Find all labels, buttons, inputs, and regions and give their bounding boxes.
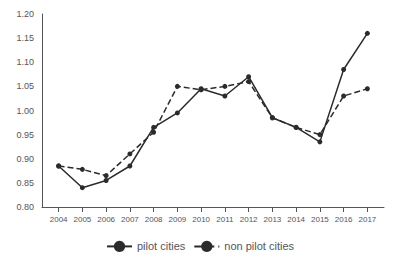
svg-text:1.20: 1.20	[16, 9, 34, 19]
svg-text:0.85: 0.85	[16, 178, 34, 188]
svg-text:1.05: 1.05	[16, 81, 34, 91]
svg-text:2013: 2013	[263, 215, 281, 224]
svg-text:2007: 2007	[121, 215, 139, 224]
svg-text:2004: 2004	[50, 215, 68, 224]
svg-text:2016: 2016	[335, 215, 353, 224]
svg-text:0.80: 0.80	[16, 202, 34, 212]
svg-text:2017: 2017	[358, 215, 376, 224]
svg-text:2005: 2005	[73, 215, 91, 224]
svg-text:non pilot cities: non pilot cities	[224, 240, 294, 252]
svg-text:1.00: 1.00	[16, 106, 34, 116]
svg-text:2006: 2006	[97, 215, 115, 224]
svg-text:1.15: 1.15	[16, 33, 34, 43]
svg-text:pilot cities: pilot cities	[137, 240, 186, 252]
svg-text:2014: 2014	[287, 215, 305, 224]
svg-text:2009: 2009	[168, 215, 186, 224]
svg-text:2011: 2011	[216, 215, 234, 224]
svg-text:2010: 2010	[192, 215, 210, 224]
svg-text:1.10: 1.10	[16, 57, 34, 67]
svg-text:0.90: 0.90	[16, 154, 34, 164]
svg-text:0.95: 0.95	[16, 130, 34, 140]
svg-text:2012: 2012	[240, 215, 258, 224]
svg-text:2015: 2015	[311, 215, 329, 224]
svg-text:2008: 2008	[145, 215, 163, 224]
